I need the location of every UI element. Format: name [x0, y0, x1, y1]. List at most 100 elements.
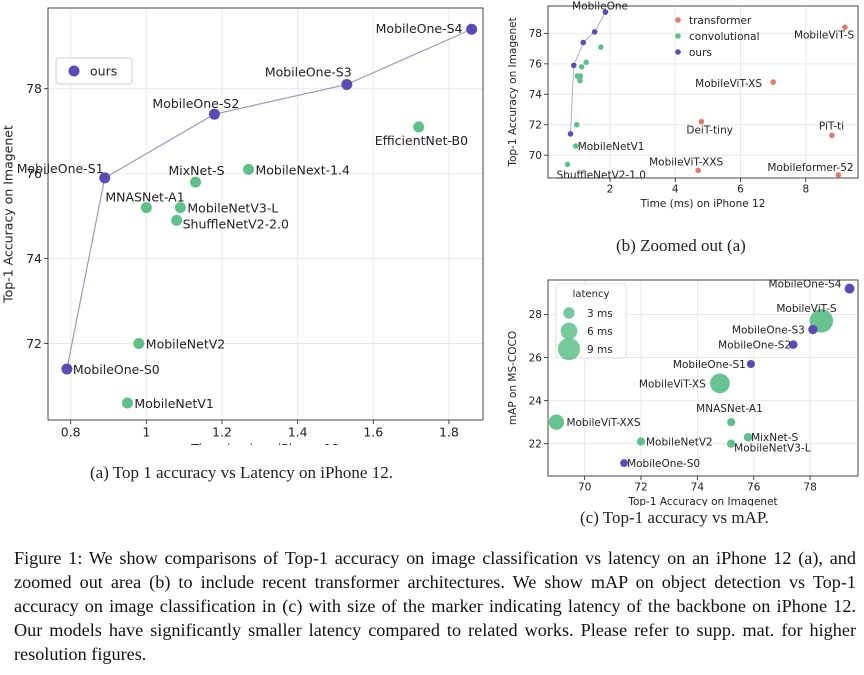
- y-tick-label: 28: [529, 309, 542, 321]
- point-label-mobilevit-s: MobileViT-S: [776, 303, 837, 315]
- legend-marker-6-ms: [560, 322, 578, 340]
- legend-box: [55, 57, 133, 85]
- x-axis-label: Time (ms) on iPhone 12: [190, 441, 340, 445]
- point-label-mobilenetv2: MobileNetV2: [146, 337, 225, 352]
- point-label-mobilenext-1-4: MobileNext-1.4: [255, 162, 350, 177]
- point-deit-tiny: [698, 118, 705, 125]
- point-convolutional: [577, 77, 583, 84]
- y-tick-label: 74: [26, 251, 42, 266]
- point-mobileone-s0: [61, 363, 73, 375]
- legend-label-ours: ours: [90, 64, 117, 79]
- legend-marker-convolutional: [675, 33, 681, 39]
- point-label-mobilenetv1: MobileNetV1: [578, 141, 645, 153]
- point-mnasnet-a1: [727, 418, 736, 427]
- point-efficientnet-b0: [413, 121, 425, 133]
- plot-frame: [547, 5, 859, 179]
- point-mobilevit-xxs: [695, 167, 701, 174]
- x-tick-label: 1.8: [439, 425, 459, 440]
- point-mobilevit-s: [842, 24, 848, 31]
- point-mobilenetv1: [572, 143, 579, 149]
- point-mobilevit-xs: [770, 79, 776, 85]
- x-tick-label: 70: [578, 482, 591, 494]
- point-label-mnasnet-a1: MNASNet-A1: [105, 190, 184, 205]
- y-tick-label: 76: [26, 166, 42, 181]
- point-label-mobileone-s2: MobileOne-S2: [152, 96, 239, 111]
- legend-label-ours: ours: [689, 47, 712, 59]
- point-mobileformer-52: [835, 172, 842, 178]
- chart-c-accuracy-vs-map: 70 72 74 76 78 22 24 26 28 Top-1 Accuracy on Imag…: [508, 279, 859, 506]
- point-convolutional: [598, 44, 604, 50]
- x-tick-label: 78: [803, 482, 816, 494]
- point-label-mixnet-s: MixNet-S: [169, 163, 225, 178]
- point-label-mobilenetv1: MobileNetV1: [134, 396, 213, 411]
- y-tick-label: 76: [529, 59, 543, 71]
- point-pit-ti: [829, 132, 835, 139]
- point-mobileone-s2: [788, 340, 798, 349]
- frontier-line: [570, 11, 606, 134]
- point-ours: [591, 29, 598, 35]
- legend-marker-9-ms: [557, 337, 581, 361]
- point-mobileone-s0: [620, 459, 629, 468]
- x-axis-label: Time (ms) on iPhone 12: [640, 198, 766, 210]
- x-tick-label: 1.2: [212, 425, 232, 440]
- chart-a-latency-vs-accuracy: 0.8 1 1.2 1.4 1.6 1.8 72 74 76 78 Time (ms) on iPh…: [0, 7, 484, 445]
- x-tick-label: 1.6: [363, 425, 383, 440]
- point-label-mobilevit-s: MobileViT-S: [794, 29, 855, 41]
- x-tick-label: 8: [802, 184, 809, 196]
- point-ours: [567, 131, 574, 137]
- point-mobileone-s4: [466, 23, 478, 35]
- x-tick-label: 74: [691, 482, 705, 494]
- legend-label-3-ms: 3 ms: [587, 308, 613, 320]
- legend-marker-3-ms: [563, 307, 575, 319]
- point-label-mobileformer-52: Mobileformer-52: [767, 162, 853, 174]
- plot-frame: [547, 279, 859, 477]
- point-label-mobilevit-xs: MobileViT-XS: [695, 78, 762, 90]
- point-mixnet-s: [190, 176, 202, 188]
- point-convolutional: [577, 73, 584, 79]
- y-tick-label: 74: [529, 89, 543, 101]
- point-label-deit-tiny: DeiT-tiny: [686, 125, 733, 137]
- point-mobileone-s2: [208, 108, 220, 120]
- y-axis-label: mAP on MS-COCO: [508, 331, 519, 425]
- legend-label-9-ms: 9 ms: [587, 344, 613, 356]
- point-label-mobileone-s3: MobileOne-S3: [265, 64, 352, 79]
- point-ours: [580, 39, 587, 46]
- point-label-mobileone-s2: MobileOne-S2: [718, 340, 791, 352]
- x-tick-label: 76: [747, 482, 761, 494]
- caption-a: (a) Top 1 accuracy vs Latency on iPhone …: [90, 463, 393, 482]
- y-tick-label: 24: [529, 395, 543, 407]
- x-tick-label: 1: [142, 425, 150, 440]
- x-tick-label: 4: [672, 184, 679, 196]
- point-shufflenetv2-2-0: [171, 214, 183, 226]
- legend-label-convolutional: convolutional: [689, 31, 760, 43]
- point-mobileone-s3: [341, 78, 353, 90]
- x-tick-label: 1.4: [288, 425, 308, 440]
- point-mobilenetv3-l: [174, 202, 186, 214]
- legend-marker-ours: [68, 65, 80, 77]
- y-tick-label: 78: [26, 81, 42, 96]
- point-convolutional: [583, 59, 589, 66]
- point-label-shufflenetv2-1-0: ShuffleNetV2-1.0: [557, 169, 646, 181]
- point-mnasnet-a1: [140, 202, 152, 214]
- x-tick-label: 72: [634, 482, 647, 494]
- y-axis-label: Top-1 Accuracy on Imagenet: [508, 17, 519, 167]
- point-mobileone-s1: [99, 172, 111, 184]
- point-label-mobileone-s1: MobileOne-S1: [17, 161, 104, 176]
- y-axis-label: Top-1 Accuracy on Imagenet: [0, 125, 15, 304]
- x-tick-label: 0.8: [61, 425, 81, 440]
- y-tick-label: 70: [529, 150, 542, 162]
- y-tick-label: 22: [529, 438, 542, 450]
- point-label-mobilevit-xxs: MobileViT-XXS: [566, 417, 640, 429]
- point-convolutional: [578, 64, 585, 70]
- point-mobilenetv2: [636, 437, 646, 446]
- point-mobilevit-xs: [710, 373, 730, 394]
- y-tick-label: 72: [529, 120, 542, 132]
- y-tick-label: 78: [529, 28, 542, 40]
- y-tick-label: 72: [26, 336, 42, 351]
- point-ours: [570, 62, 577, 69]
- point-ours: [602, 9, 609, 15]
- point-label-mobileone-s1: MobileOne-S1: [673, 359, 746, 371]
- point-mixnet-s: [743, 432, 753, 442]
- point-label-mobilenetv3-l: MobileNetV3-L: [187, 201, 278, 216]
